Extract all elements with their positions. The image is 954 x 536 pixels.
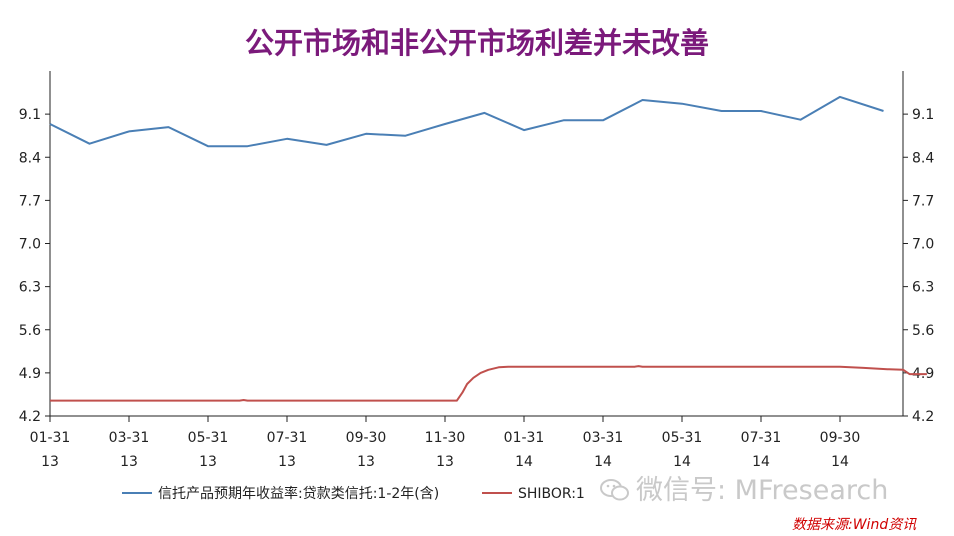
x-tick-label-year: 14 [515, 454, 533, 470]
x-tick-label-month: 03-31 [583, 430, 624, 446]
watermark: 微信号: MFresearch [600, 468, 888, 507]
x-axis: 01-31 13 03-31 13 05-31 13 07-31 13 09-30 13 11-30… [30, 416, 861, 470]
x-tick-label-month: 11-30 [425, 430, 466, 446]
x-tick-label-year: 13 [199, 454, 217, 470]
y-tick-label-left: 7.0 [19, 237, 41, 253]
x-tick-label-month: 09-30 [346, 430, 387, 446]
series-layer [49, 95, 927, 402]
y-tick-label-right: 7.7 [912, 193, 934, 209]
x-tick-label-month: 05-31 [188, 430, 229, 446]
x-tick-label-year: 13 [436, 454, 454, 470]
x-tick-label-year: 14 [673, 454, 691, 470]
x-tick-label-year: 13 [278, 454, 296, 470]
y-axis-right: 9.18.47.77.06.35.64.94.2 [903, 107, 934, 425]
y-tick-label-left: 7.7 [19, 193, 41, 209]
x-tick-label-month: 09-30 [820, 430, 861, 446]
y-tick-label-left: 4.2 [19, 409, 41, 425]
legend: 信托产品预期年收益率:贷款类信托:1-2年(含) SHIBOR:1 [122, 485, 585, 502]
x-tick-label-year: 13 [120, 454, 138, 470]
y-tick-label-right: 9.1 [912, 107, 934, 123]
x-tick-label-month: 03-31 [109, 430, 150, 446]
x-tick-label-year: 13 [41, 454, 59, 470]
x-tick-label-month: 05-31 [662, 430, 703, 446]
wechat-icon [600, 479, 629, 501]
y-tick-label-left: 8.4 [19, 150, 41, 166]
x-tick-label-year: 14 [752, 454, 770, 470]
series-line-2 [50, 365, 927, 402]
y-axis-left: 9.1 8.4 7.7 7.0 6.3 5.6 4.9 4.2 [19, 107, 50, 425]
y-tick-label-left: 9.1 [19, 107, 41, 123]
x-tick-label-year: 14 [831, 454, 849, 470]
y-tick-label-right: 7.0 [912, 237, 934, 253]
source-note: 数据来源:Wind资讯 [792, 517, 917, 533]
x-tick-label-year: 13 [357, 454, 375, 470]
y-tick-label-right: 6.3 [912, 280, 934, 296]
y-tick-label-right: 4.2 [912, 409, 934, 425]
x-tick-label-month: 07-31 [267, 430, 308, 446]
y-tick-label-left: 5.6 [19, 323, 41, 339]
x-tick-label-year: 14 [594, 454, 612, 470]
chart-title: 公开市场和非公开市场利差并未改善 [244, 26, 709, 60]
y-tick-label-left: 4.9 [19, 366, 41, 382]
series-line-1 [49, 95, 884, 148]
y-tick-label-right: 8.4 [912, 150, 934, 166]
x-tick-label-month: 07-31 [741, 430, 782, 446]
watermark-text: 微信号: MFresearch [636, 475, 889, 506]
y-tick-label-right: 5.6 [912, 323, 934, 339]
legend-label-series-2: SHIBOR:1 [518, 486, 585, 502]
y-tick-label-left: 6.3 [19, 280, 41, 296]
legend-label-series-1: 信托产品预期年收益率:贷款类信托:1-2年(含) [158, 485, 439, 502]
x-tick-label-month: 01-31 [504, 430, 545, 446]
x-tick-label-month: 01-31 [30, 430, 71, 446]
